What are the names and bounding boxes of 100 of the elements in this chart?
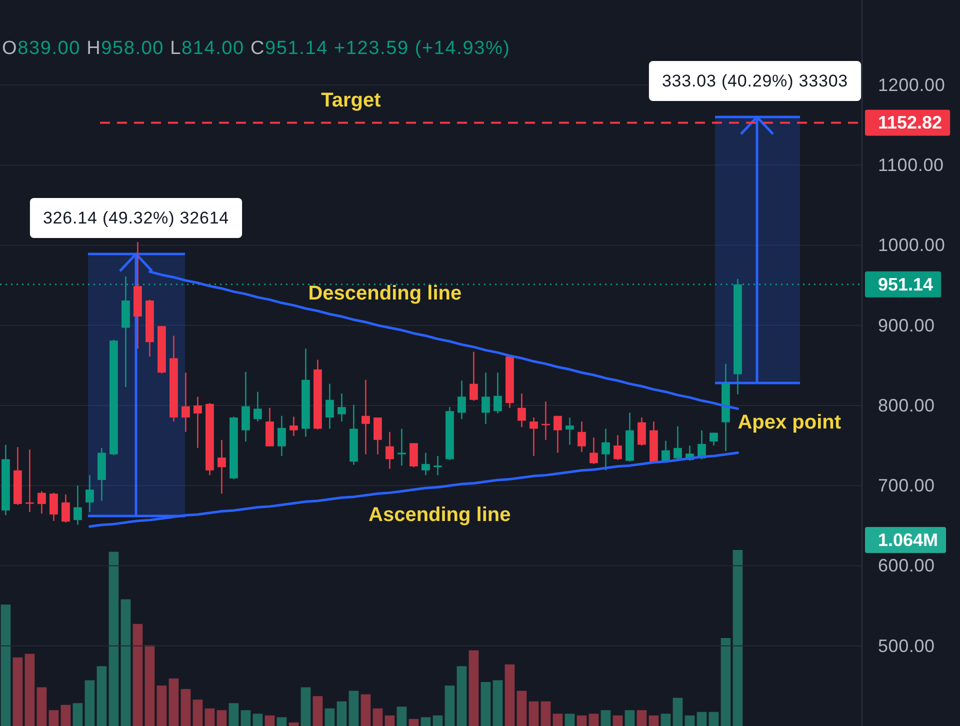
- bar: [672, 698, 683, 726]
- candlestick: [38, 490, 46, 514]
- bar: [648, 715, 659, 726]
- bar: [696, 712, 707, 726]
- bar: [120, 599, 131, 726]
- bar: [108, 552, 119, 726]
- y-tick-label: 1000.00: [878, 235, 946, 256]
- bar: [300, 687, 311, 726]
- bar: [432, 715, 443, 726]
- bar: [228, 703, 239, 726]
- bar: [360, 694, 371, 726]
- bar: [288, 722, 299, 726]
- y-tick-label: 900.00: [878, 315, 935, 336]
- candlestick: [338, 392, 346, 422]
- bar: [216, 710, 227, 726]
- candlestick: [518, 392, 526, 428]
- bar: [72, 703, 83, 726]
- candlestick: [482, 372, 490, 425]
- annotation: Target: [321, 90, 382, 112]
- candlestick: [422, 452, 430, 476]
- bar: [48, 710, 59, 726]
- candlestick: [278, 415, 286, 457]
- bar: [264, 715, 275, 726]
- bar: [132, 624, 143, 726]
- candlestick: [326, 383, 334, 430]
- bar: [348, 690, 359, 726]
- bar: [60, 704, 71, 726]
- annotation: Apex point: [738, 412, 842, 434]
- bar: [576, 715, 587, 726]
- bar: [540, 701, 551, 726]
- candlestick: [182, 372, 190, 433]
- bar: [528, 701, 539, 726]
- bar: [516, 690, 527, 726]
- annotation: 326.14 (49.32%) 32614: [42, 208, 230, 228]
- series-label: Ascending line: [368, 504, 511, 526]
- candlestick: [254, 391, 262, 422]
- bar: [504, 664, 515, 726]
- candlestick: [494, 372, 502, 414]
- y-tick-label: 500.00: [878, 636, 935, 656]
- ref-line-label: 1152.82: [878, 112, 942, 133]
- candlestick: [578, 420, 586, 453]
- bar: [660, 714, 671, 726]
- bar: [0, 604, 11, 726]
- bar: [612, 715, 623, 726]
- bar: [564, 714, 575, 726]
- series-label: Descending line: [308, 282, 462, 305]
- bar: [552, 714, 563, 726]
- bar: [96, 666, 107, 726]
- bar: [600, 710, 611, 726]
- candlestick: [86, 474, 94, 513]
- bar: [180, 689, 191, 726]
- bar: [240, 710, 251, 726]
- candlestick: [434, 455, 442, 476]
- bar: [312, 696, 323, 726]
- candlestick: [290, 416, 298, 437]
- y-tick-label: 1200.00: [878, 74, 946, 95]
- candlestick: [554, 415, 562, 454]
- candlestick: [362, 379, 370, 455]
- bar: [156, 686, 167, 726]
- bar: [84, 680, 95, 726]
- candlestick: [62, 494, 70, 524]
- bar: [192, 700, 203, 726]
- candlestick: [74, 484, 82, 526]
- bar: [36, 687, 47, 726]
- candlestick: [470, 351, 478, 402]
- candlestick: [710, 432, 718, 446]
- candlestick: [458, 380, 466, 420]
- candlestick: [398, 428, 406, 466]
- bar: [420, 717, 431, 726]
- candlestick: [530, 416, 538, 457]
- ref-line-label: 951.14: [878, 274, 934, 294]
- candlestick: [374, 416, 382, 455]
- text: O839.00 H958.00 L814.00 C951.14 +123.59 (+14.93%): [2, 38, 510, 59]
- candlestick: [566, 416, 574, 446]
- bar: [336, 701, 347, 726]
- bar: [144, 645, 155, 726]
- annotation: 333.03 (40.29%) 33303: [662, 72, 848, 90]
- bar: [276, 717, 287, 726]
- bar: [324, 708, 335, 726]
- candlestick: [50, 492, 58, 522]
- candlestick: [602, 428, 610, 472]
- bar: [468, 650, 479, 726]
- bar: [444, 686, 455, 726]
- candlestick: [218, 439, 226, 494]
- candlestick: [590, 436, 598, 465]
- bar: [480, 682, 491, 726]
- bar: [252, 714, 263, 726]
- bar: [708, 712, 719, 726]
- bar: [720, 638, 731, 726]
- bar: [408, 718, 419, 726]
- candlestick: [638, 416, 646, 446]
- bar: [24, 654, 35, 726]
- bar: [684, 715, 695, 726]
- bar: [12, 657, 23, 726]
- bar: [492, 680, 503, 726]
- bar: [732, 550, 743, 726]
- candlestick: [614, 434, 622, 461]
- y-tick-label: 700.00: [878, 476, 935, 496]
- y-tick-label: 600.00: [878, 556, 935, 576]
- y-tick-label: 1100.00: [878, 155, 944, 176]
